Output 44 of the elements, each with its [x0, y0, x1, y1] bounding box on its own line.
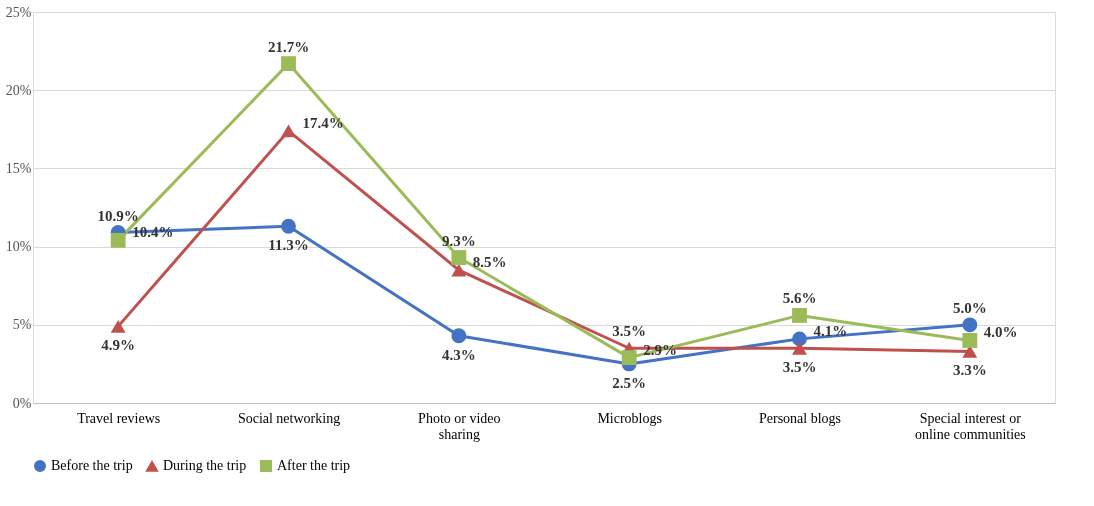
- point: [110, 232, 126, 248]
- data-label: 4.3%: [441, 346, 476, 363]
- x-tick-label: Social networking: [237, 410, 341, 426]
- y-tick-label: 15%: [5, 160, 32, 176]
- x-tick-label: Personal blogs: [758, 410, 842, 426]
- x-tick-label: Microblogs: [597, 410, 662, 426]
- data-label: 11.3%: [268, 237, 309, 254]
- data-label: 3.3%: [952, 362, 987, 379]
- legend-label: After the trip: [277, 458, 351, 473]
- point: [281, 218, 296, 234]
- data-label: 5.6%: [782, 290, 817, 307]
- data-label: 2.5%: [612, 374, 647, 391]
- x-tick-label: Photo or video sharing: [418, 410, 501, 442]
- data-label: 4.1%: [813, 322, 848, 339]
- data-label: 5.0%: [952, 299, 987, 316]
- y-tick-label: 20%: [5, 82, 32, 98]
- x-tick-label: Travel reviews: [77, 410, 161, 426]
- y-tick-label: 25%: [5, 4, 32, 20]
- point: [451, 250, 467, 265]
- point: [110, 319, 126, 333]
- point: [451, 263, 467, 277]
- y-tick-label: 5%: [12, 317, 32, 333]
- point: [281, 56, 296, 72]
- legend-label: During the trip: [163, 458, 247, 474]
- legend-label: Before the trip: [51, 458, 133, 473]
- y-tick-label: 10%: [5, 239, 32, 255]
- point: [792, 308, 807, 323]
- y-tick-label: 0%: [12, 395, 32, 411]
- data-label: 4.9%: [101, 337, 136, 354]
- point: [281, 124, 296, 138]
- point: [621, 350, 637, 366]
- point: [962, 333, 978, 348]
- x-tick-label: Special interest or online communities: [914, 410, 1026, 442]
- data-label: 8.5%: [472, 254, 507, 271]
- data-label: 3.5%: [612, 323, 647, 340]
- point: [451, 328, 467, 344]
- data-label: 4.0%: [983, 324, 1018, 341]
- data-label: 2.9%: [643, 341, 677, 358]
- point: [792, 331, 807, 347]
- data-label: 10.9%: [97, 207, 139, 224]
- point: [962, 317, 978, 333]
- data-label: 3.5%: [782, 359, 817, 376]
- point: [792, 341, 807, 355]
- data-label: 21.7%: [267, 38, 310, 55]
